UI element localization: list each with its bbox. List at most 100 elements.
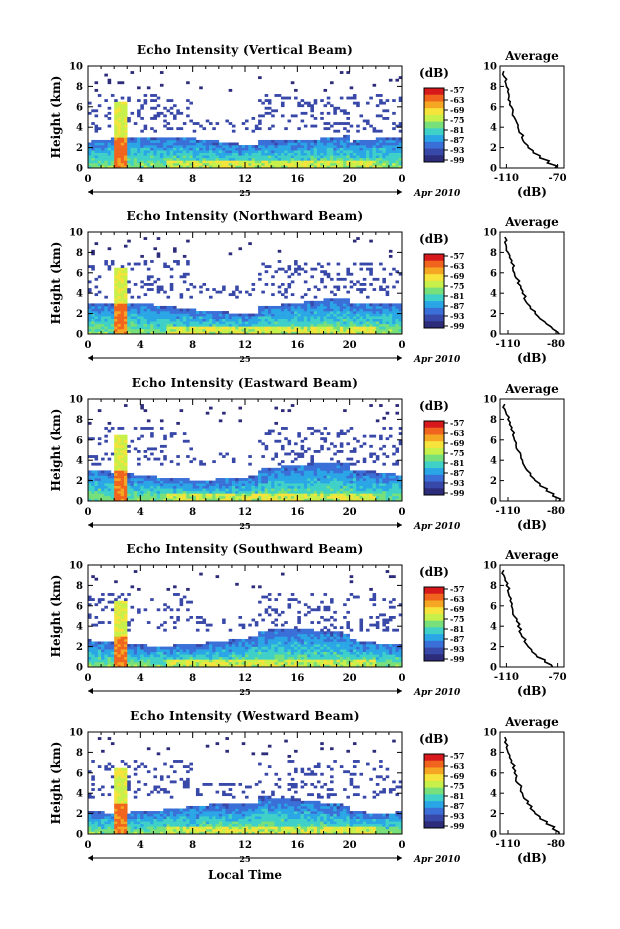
colorbar-tick-label: -81 xyxy=(450,791,464,801)
x-tick-label: 16 xyxy=(290,840,304,851)
avg-y-tick-label: 0 xyxy=(490,330,497,341)
y-tick-label: 0 xyxy=(76,497,83,508)
colorbar-frame xyxy=(423,253,445,329)
y-tick-label: 8 xyxy=(76,581,83,592)
avg-y-tick-label: 4 xyxy=(490,289,497,300)
x-tick-label: 16 xyxy=(290,507,304,518)
avg-y-tick-label: 4 xyxy=(490,622,497,633)
date-day: 25 xyxy=(239,854,250,864)
avg-profile-line xyxy=(502,403,562,502)
colorbar-swatch xyxy=(424,121,444,129)
x-tick-label: 20 xyxy=(343,840,357,851)
colorbar-tick-label: -93 xyxy=(450,811,465,821)
colorbar-tick-label: -57 xyxy=(450,251,464,261)
heatmap-field xyxy=(88,737,403,835)
panel-title: Echo Intensity (Vertical Beam) xyxy=(137,43,353,57)
colorbar-swatch xyxy=(424,613,444,622)
avg-title: Average xyxy=(504,548,559,562)
y-tick-label: 6 xyxy=(76,102,83,113)
colorbar-swatch xyxy=(424,647,444,655)
y-tick-label: 4 xyxy=(76,789,83,800)
avg-x-tick-label: -110 xyxy=(495,839,520,850)
avg-title: Average xyxy=(504,382,559,396)
avg-y-tick-label: 0 xyxy=(490,830,497,841)
colorbar-tick-label: -99 xyxy=(450,488,465,498)
colorbar-swatch xyxy=(424,607,444,615)
y-axis-label: Height (km) xyxy=(49,409,63,492)
x-tick-label: 8 xyxy=(189,507,196,518)
avg-profile-line xyxy=(501,70,559,169)
colorbar-tick-label: -57 xyxy=(450,85,464,95)
date-line-end-arrow xyxy=(397,355,402,361)
date-line-start-arrow xyxy=(88,355,93,361)
colorbar-tick-label: -63 xyxy=(450,95,465,105)
colorbar-swatch xyxy=(424,274,444,282)
colorbar-swatch xyxy=(424,600,444,608)
colorbar-tick-label: -75 xyxy=(450,614,464,624)
avg-title: Average xyxy=(504,215,559,229)
colorbar-tick-label: -57 xyxy=(450,418,464,428)
y-tick-label: 8 xyxy=(76,248,83,259)
colorbar-tick-label: -87 xyxy=(450,301,464,311)
heatmap-field xyxy=(88,71,403,169)
x-tick-label: 0 xyxy=(85,340,92,351)
date-day: 25 xyxy=(239,687,250,697)
colorbar-swatch xyxy=(424,814,444,822)
colorbar-frame xyxy=(423,753,445,829)
colorbar-swatch xyxy=(424,307,444,315)
y-tick-label: 4 xyxy=(76,456,83,467)
x-tick-label: 0 xyxy=(399,507,406,518)
avg-title: Average xyxy=(504,49,559,63)
colorbar-swatch xyxy=(424,148,444,156)
panel-3: Echo Intensity (Eastward Beam) Height (km… xyxy=(49,376,565,532)
date-month-year: Apr 2010 xyxy=(413,688,461,698)
colorbar-tick-label: -75 xyxy=(450,115,464,125)
avg-y-tick-label: 10 xyxy=(483,728,497,739)
x-tick-label: 0 xyxy=(399,673,406,684)
avg-y-tick-label: 2 xyxy=(490,642,497,653)
colorbar-tick-label: -99 xyxy=(450,155,465,165)
avg-x-label: (dB) xyxy=(517,185,547,199)
colorbar-tick-label: -87 xyxy=(450,468,464,478)
colorbar-tick-label: -69 xyxy=(450,105,465,115)
colorbar-tick-label: -63 xyxy=(450,761,465,771)
y-tick-label: 4 xyxy=(76,123,83,134)
x-tick-label: 8 xyxy=(189,673,196,684)
y-tick-label: 8 xyxy=(76,82,83,93)
colorbar-swatch xyxy=(424,640,444,648)
colorbar-swatch xyxy=(424,114,444,123)
y-tick-label: 6 xyxy=(76,268,83,279)
panel-2: Echo Intensity (Northward Beam) Height (k… xyxy=(49,209,565,365)
colorbar-tick-label: -87 xyxy=(450,634,464,644)
colorbar-label: (dB) xyxy=(419,732,449,746)
colorbar-tick-label: -69 xyxy=(450,771,465,781)
colorbar-tick-label: -93 xyxy=(450,145,465,155)
date-day: 25 xyxy=(239,521,250,531)
avg-x-label: (dB) xyxy=(517,851,547,865)
panel-title: Echo Intensity (Westward Beam) xyxy=(130,709,360,723)
avg-y-tick-label: 8 xyxy=(490,82,497,93)
x-tick-label: 4 xyxy=(137,840,144,851)
panel-title: Echo Intensity (Northward Beam) xyxy=(126,209,363,223)
colorbar-tick-label: -69 xyxy=(450,604,465,614)
avg-y-tick-label: 8 xyxy=(490,248,497,259)
colorbar-swatch xyxy=(424,468,444,476)
colorbar-tick-label: -87 xyxy=(450,135,464,145)
avg-x-tick-label: -110 xyxy=(495,506,520,517)
x-tick-label: 20 xyxy=(343,673,357,684)
colorbar-swatch xyxy=(424,441,444,449)
colorbar-swatch xyxy=(424,260,444,268)
colorbar-tick-label: -99 xyxy=(450,321,465,331)
colorbar-frame xyxy=(423,87,445,163)
x-tick-label: 4 xyxy=(137,174,144,185)
avg-y-tick-label: 0 xyxy=(490,663,497,674)
avg-frame xyxy=(499,65,565,169)
colorbar-swatch xyxy=(424,280,444,289)
date-month-year: Apr 2010 xyxy=(413,855,461,865)
x-tick-label: 16 xyxy=(290,174,304,185)
y-tick-label: 10 xyxy=(69,728,83,739)
x-tick-label: 12 xyxy=(238,174,252,185)
y-tick-label: 0 xyxy=(76,830,83,841)
date-line-start-arrow xyxy=(88,855,93,861)
